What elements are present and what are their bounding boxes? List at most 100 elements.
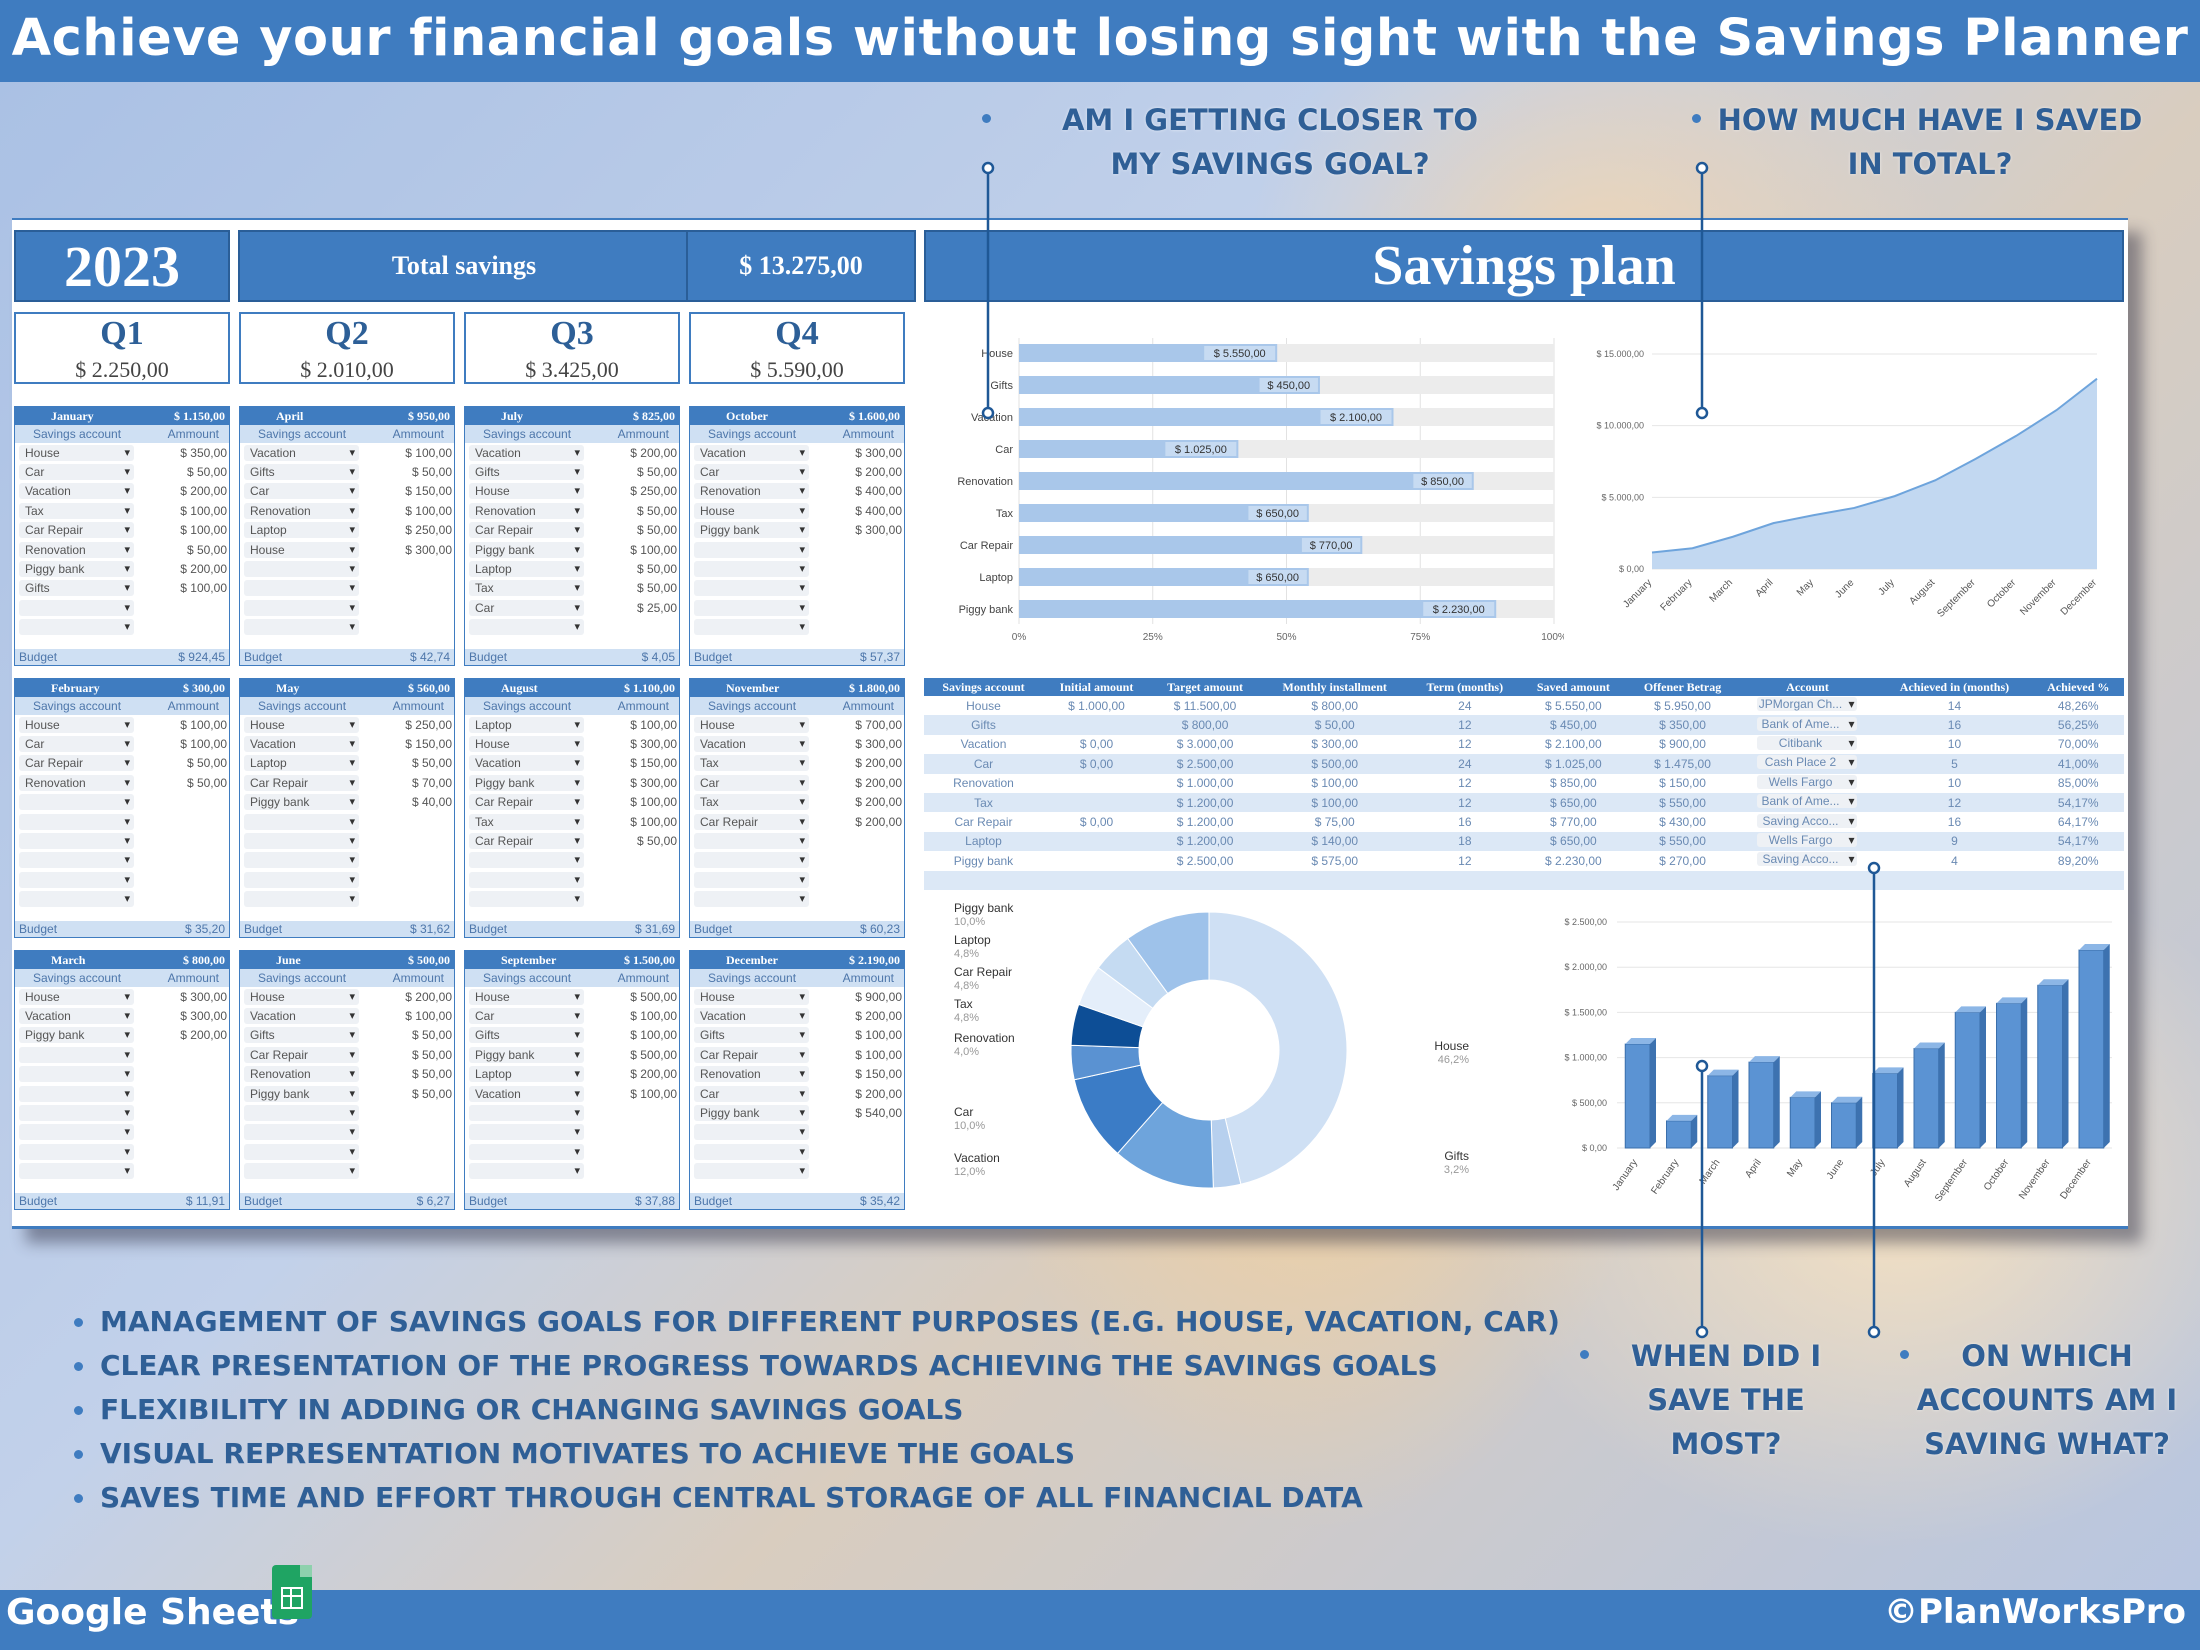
account-dropdown[interactable]: Gifts <box>469 464 584 481</box>
account-dropdown[interactable]: Renovation <box>694 483 809 500</box>
account-dropdown[interactable]: Vacation <box>19 1008 134 1025</box>
account-dropdown[interactable]: Car <box>694 1085 809 1102</box>
amount-cell[interactable]: $ 200,00 <box>630 1067 677 1082</box>
account-dropdown[interactable]: Vacation <box>694 1008 809 1025</box>
table-cell[interactable]: Wells Fargo <box>1738 831 1877 852</box>
account-dropdown[interactable] <box>469 852 584 869</box>
account-dropdown[interactable]: House <box>694 716 809 733</box>
account-dropdown[interactable] <box>244 871 359 888</box>
account-dropdown[interactable] <box>19 599 134 616</box>
amount-cell[interactable]: $ 50,00 <box>636 562 677 577</box>
account-dropdown[interactable]: Vacation <box>469 755 584 772</box>
account-dropdown[interactable]: Tax <box>469 580 584 597</box>
amount-cell[interactable]: $ 200,00 <box>855 795 902 810</box>
amount-cell[interactable]: $ 100,00 <box>630 1009 677 1024</box>
account-dropdown[interactable] <box>19 794 134 811</box>
table-cell[interactable]: $ 450,00 <box>1520 715 1627 735</box>
table-cell[interactable]: 48,26% <box>2057 698 2099 713</box>
account-dropdown[interactable]: Car Repair <box>469 794 584 811</box>
account-dropdown[interactable] <box>244 852 359 869</box>
account-dropdown[interactable]: Car <box>469 1008 584 1025</box>
amount-cell[interactable]: $ 200,00 <box>855 465 902 480</box>
table-cell[interactable]: $ 300,00 <box>1311 737 1359 752</box>
table-cell[interactable]: $ 5.550,00 <box>1545 698 1602 713</box>
table-cell[interactable]: $ 150,00 <box>1659 776 1706 791</box>
account-dropdown[interactable]: Saving Acco... <box>1757 852 1858 867</box>
amount-cell[interactable]: $ 50,00 <box>186 465 227 480</box>
account-dropdown[interactable]: Wells Fargo <box>1757 774 1858 789</box>
amount-cell[interactable]: $ 100,00 <box>855 1047 902 1062</box>
account-dropdown[interactable]: Citibank <box>1757 735 1858 750</box>
account-dropdown[interactable] <box>19 619 134 636</box>
table-cell[interactable]: $ 3.000,00 <box>1176 737 1234 752</box>
account-dropdown[interactable]: Renovation <box>19 774 134 791</box>
table-cell[interactable]: Bank of Ame... <box>1738 715 1877 735</box>
table-cell[interactable]: $ 1.025,00 <box>1520 754 1627 774</box>
table-cell[interactable]: 10 <box>1947 737 1962 752</box>
table-cell[interactable]: 24 <box>1458 698 1472 713</box>
account-dropdown[interactable] <box>19 1163 134 1180</box>
account-dropdown[interactable] <box>244 1124 359 1141</box>
account-dropdown[interactable]: Car Repair <box>469 833 584 850</box>
table-cell[interactable]: Gifts <box>924 715 1043 735</box>
amount-cell[interactable]: $ 300,00 <box>180 1009 227 1024</box>
amount-cell[interactable]: $ 100,00 <box>405 503 452 518</box>
table-cell[interactable]: 56,25% <box>2032 715 2124 735</box>
table-cell[interactable]: Vacation <box>960 737 1007 752</box>
table-cell[interactable]: 85,00% <box>2057 776 2099 791</box>
account-dropdown[interactable] <box>19 1124 134 1141</box>
table-cell[interactable]: 64,17% <box>2057 815 2099 830</box>
table-cell[interactable]: $ 770,00 <box>1550 815 1597 830</box>
amount-cell[interactable]: $ 300,00 <box>405 542 452 557</box>
amount-cell[interactable]: $ 150,00 <box>630 756 677 771</box>
amount-cell[interactable]: $ 700,00 <box>855 717 902 732</box>
amount-cell[interactable]: $ 200,00 <box>855 775 902 790</box>
account-dropdown[interactable]: Vacation <box>694 736 809 753</box>
amount-cell[interactable]: $ 50,00 <box>636 465 677 480</box>
account-dropdown[interactable] <box>694 599 809 616</box>
table-cell[interactable]: $ 550,00 <box>1626 792 1739 813</box>
table-cell[interactable]: 12 <box>1458 776 1472 791</box>
account-dropdown[interactable] <box>694 833 809 850</box>
table-cell[interactable]: $ 140,00 <box>1260 831 1410 852</box>
amount-cell[interactable]: $ 50,00 <box>411 1028 452 1043</box>
amount-cell[interactable]: $ 300,00 <box>855 737 902 752</box>
account-dropdown[interactable]: House <box>244 988 359 1005</box>
account-dropdown[interactable]: Vacation <box>19 483 134 500</box>
table-cell[interactable]: $ 430,00 <box>1659 815 1706 830</box>
account-dropdown[interactable]: Renovation <box>244 1066 359 1083</box>
account-dropdown[interactable] <box>19 813 134 830</box>
amount-cell[interactable]: $ 200,00 <box>180 562 227 577</box>
table-cell[interactable]: 4 <box>1951 853 1958 868</box>
account-dropdown[interactable] <box>244 561 359 578</box>
table-cell[interactable]: $ 1.200,00 <box>1176 815 1234 830</box>
amount-cell[interactable]: $ 100,00 <box>180 581 227 596</box>
amount-cell[interactable]: $ 200,00 <box>180 484 227 499</box>
amount-cell[interactable]: $ 200,00 <box>855 756 902 771</box>
account-dropdown[interactable]: Car <box>19 464 134 481</box>
account-dropdown[interactable] <box>19 1105 134 1122</box>
table-cell[interactable]: $ 650,00 <box>1520 831 1627 852</box>
table-cell[interactable]: 14 <box>1947 698 1962 713</box>
table-cell[interactable]: $ 11.500,00 <box>1173 698 1237 713</box>
account-dropdown[interactable]: Bank of Ame... <box>1757 716 1858 731</box>
table-cell[interactable]: Cash Place 2 <box>1738 754 1877 774</box>
amount-cell[interactable]: $ 200,00 <box>855 1009 902 1024</box>
amount-cell[interactable]: $ 100,00 <box>180 503 227 518</box>
account-dropdown[interactable] <box>469 1105 584 1122</box>
account-dropdown[interactable]: Gifts <box>244 464 359 481</box>
account-dropdown[interactable] <box>694 541 809 558</box>
table-cell[interactable]: $ 800,00 <box>1311 698 1359 713</box>
table-cell[interactable]: Tax <box>924 792 1043 813</box>
table-cell[interactable]: $ 550,00 <box>1626 831 1739 852</box>
account-dropdown[interactable]: House <box>469 988 584 1005</box>
account-dropdown[interactable]: Car Repair <box>19 755 134 772</box>
table-cell[interactable]: $ 1.200,00 <box>1150 831 1261 852</box>
table-cell[interactable]: 5 <box>1876 754 2033 774</box>
table-cell[interactable]: 16 <box>1947 815 1962 830</box>
table-cell[interactable] <box>1042 831 1151 852</box>
amount-cell[interactable]: $ 100,00 <box>630 717 677 732</box>
amount-cell[interactable]: $ 500,00 <box>630 1047 677 1062</box>
table-cell[interactable]: Bank of Ame... <box>1738 792 1877 813</box>
table-cell[interactable]: $ 2.500,00 <box>1150 754 1261 774</box>
